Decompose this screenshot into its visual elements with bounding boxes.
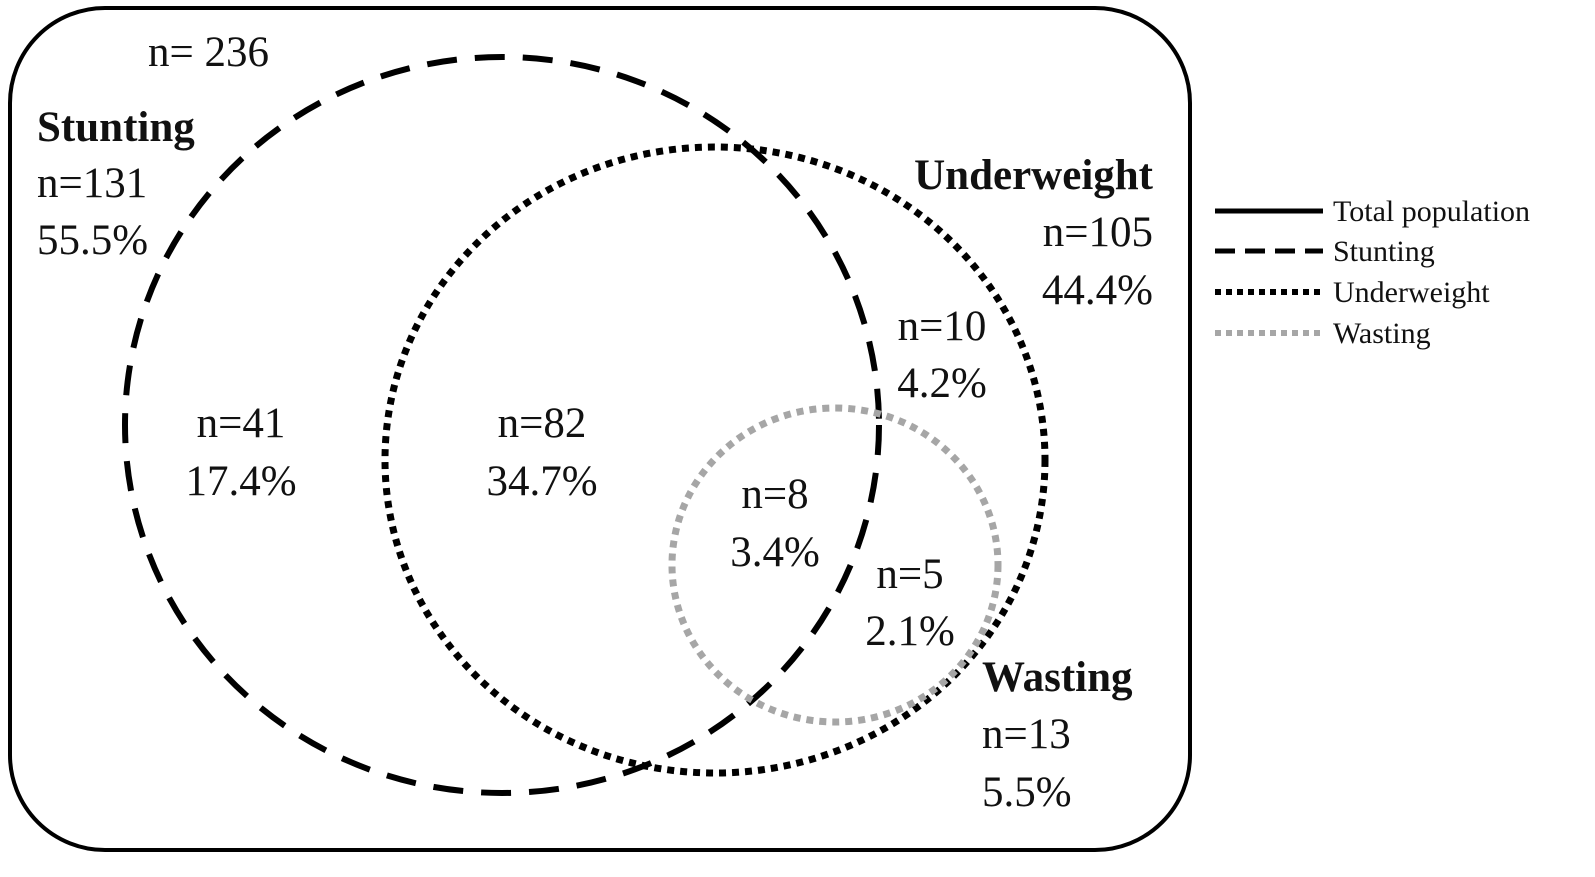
region-stunting-underweight-n: n=82 [498, 400, 587, 447]
region-underweight-only-pct: 4.2% [897, 360, 987, 407]
wasting-ellipse [668, 404, 1002, 726]
legend: Total population Stunting Underweight Wa… [1215, 195, 1530, 350]
region-underweight-only-n: n=10 [898, 303, 987, 350]
region-stunting-only-n: n=41 [197, 400, 286, 447]
region-all-three-n: n=8 [741, 471, 808, 518]
legend-label-wasting: Wasting [1333, 317, 1431, 350]
wasting-pct: 5.5% [982, 769, 1072, 816]
region-all-three-pct: 3.4% [730, 529, 820, 576]
total-n-label: n= 236 [148, 29, 269, 76]
legend-label-stunting: Stunting [1333, 235, 1435, 268]
region-underweight-wasting-pct: 2.1% [865, 608, 955, 655]
underweight-pct: 44.4% [1042, 267, 1153, 314]
legend-label-underweight: Underweight [1333, 276, 1490, 309]
stunting-pct: 55.5% [37, 217, 148, 264]
total-population-frame [8, 6, 1192, 852]
underweight-n: n=105 [1043, 209, 1153, 256]
wasting-title: Wasting [982, 654, 1133, 701]
region-underweight-wasting-n: n=5 [876, 551, 943, 598]
underweight-ellipse [381, 143, 1049, 777]
region-stunting-only-pct: 17.4% [185, 458, 296, 505]
stunting-title: Stunting [37, 104, 195, 151]
stunting-ellipse [122, 54, 882, 796]
wasting-n: n=13 [982, 711, 1071, 758]
legend-label-total-population: Total population [1333, 195, 1530, 228]
stunting-n: n=131 [37, 160, 147, 207]
region-stunting-underweight-pct: 34.7% [486, 458, 597, 505]
underweight-title: Underweight [914, 152, 1154, 199]
